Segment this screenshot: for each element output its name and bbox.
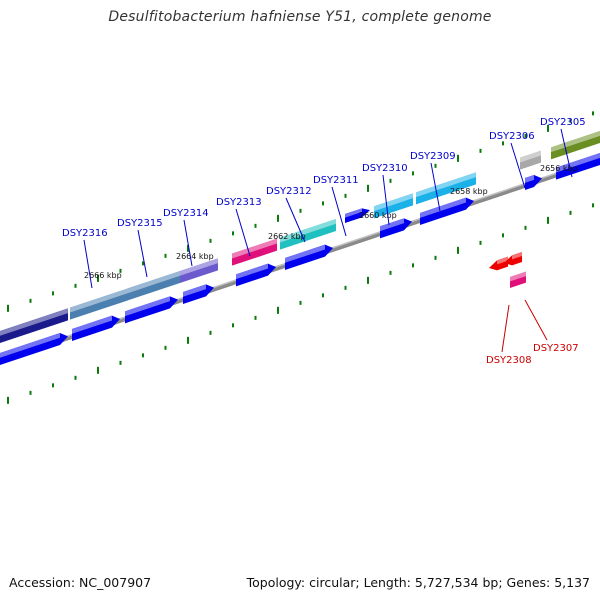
- gene-label-DSY2313: DSY2313: [216, 197, 262, 208]
- gene-DSY2314: [180, 258, 218, 284]
- gene-DSY2308-b: [504, 252, 522, 266]
- cds-6-body: [380, 218, 412, 239]
- gene-DSY2307: [510, 271, 526, 289]
- cds-9-highlight: [556, 153, 600, 173]
- gene-DSY2315: [70, 271, 180, 320]
- gene-DSY2305: [551, 131, 600, 160]
- gene-DSY2307-highlight: [510, 271, 526, 282]
- cds-4: [236, 263, 276, 287]
- cds-7-body: [420, 197, 474, 226]
- leader-DSY2316: [83, 239, 93, 289]
- gene-DSY2315-highlight: [70, 271, 180, 313]
- gene-DSY2313: [232, 238, 277, 266]
- scale-label: 2656 kbp: [540, 164, 578, 173]
- leader-DSY2311: [331, 186, 347, 237]
- cds-2: [125, 296, 178, 324]
- cds-2-highlight: [125, 296, 170, 317]
- gene-label-DSY2314: DSY2314: [163, 208, 209, 219]
- leader-DSY2315: [137, 229, 148, 278]
- cds-3: [183, 284, 214, 305]
- gene-label-DSY2316: DSY2316: [62, 228, 108, 239]
- gene-DSY2312-highlight: [280, 219, 336, 243]
- leader-DSY2308: [501, 304, 510, 353]
- gene-DSY2313-highlight: [232, 238, 277, 259]
- scale-label: 2662 kbp: [268, 232, 306, 241]
- cds-6: [380, 218, 412, 239]
- leader-DSY2313: [235, 208, 251, 257]
- gene-label-DSY2307: DSY2307: [533, 343, 579, 354]
- cds-7-highlight: [420, 197, 466, 218]
- cds-3-body: [183, 284, 214, 305]
- cds-5-body: [285, 244, 333, 271]
- gene-label-DSY2310: DSY2310: [362, 163, 408, 174]
- genome-summary: Topology: circular; Length: 5,727,534 bp…: [246, 575, 590, 590]
- leader-DSY2306: [510, 142, 526, 189]
- cds-5-highlight: [285, 244, 325, 263]
- cds-3-highlight: [183, 284, 206, 297]
- cds-8: [525, 175, 542, 191]
- gene-label-DSY2308: DSY2308: [486, 355, 532, 366]
- cds-4-body: [236, 263, 276, 287]
- cds-2-body: [125, 296, 178, 324]
- gene-label-DSY2312: DSY2312: [266, 186, 312, 197]
- cds-5: [285, 244, 333, 271]
- cds-0: [0, 333, 68, 365]
- gene-DSY2312: [280, 219, 336, 250]
- scale-label: 2664 kbp: [176, 252, 214, 261]
- gene-DSY2314-highlight: [180, 258, 218, 276]
- gene-DSY2310-highlight: [374, 193, 413, 212]
- cds-8-highlight: [525, 175, 534, 183]
- scale-labels: 2666 kbp 2664 kbp 2662 kbp 2660 kbp 2658 kbp…: [84, 164, 578, 280]
- accession-text: Accession: NC_007907: [9, 575, 152, 590]
- cds-0-highlight: [0, 333, 60, 358]
- cds-track: [0, 153, 600, 365]
- scale-label: 2660 kbp: [359, 211, 397, 220]
- leader-DSY2307: [524, 299, 548, 341]
- gene-DSY2309-highlight: [416, 172, 476, 198]
- gene-DSY2310: [374, 193, 413, 219]
- cds-1: [72, 315, 120, 342]
- gene-DSY2311-highlight: [345, 208, 362, 218]
- gene-DSY2306-highlight: [520, 150, 541, 163]
- map-title: Desulfitobacterium hafniense Y51, comple…: [108, 9, 492, 25]
- cds-1-body: [72, 315, 120, 342]
- gene-DSY2316-highlight: [0, 308, 68, 336]
- gene-DSY2305-highlight: [551, 131, 600, 153]
- cds-1-highlight: [72, 315, 112, 334]
- feature-track: [0, 131, 600, 343]
- gene-DSY2308-highlight: [497, 256, 508, 265]
- scale-ticks: [7, 111, 594, 404]
- gene-label-DSY2311: DSY2311: [313, 175, 359, 186]
- gene-DSY2308-b-highlight: [512, 252, 522, 260]
- gene-label-DSY2309: DSY2309: [410, 151, 456, 162]
- scale-label: 2666 kbp: [84, 271, 122, 280]
- leader-DSY2309: [430, 162, 441, 212]
- leader-DSY2312: [285, 197, 306, 243]
- cds-4-highlight: [236, 263, 268, 280]
- gene-DSY2308: [489, 256, 508, 271]
- gene-label-DSY2305: DSY2305: [540, 117, 586, 128]
- gene-DSY2316: [0, 308, 68, 343]
- scale-label: 2658 kbp: [450, 187, 488, 196]
- gene-DSY2311: [345, 208, 370, 224]
- leader-DSY2305: [560, 128, 573, 178]
- gene-label-DSY2306: DSY2306: [489, 131, 535, 142]
- gene-label-DSY2315: DSY2315: [117, 218, 163, 229]
- gene-DSY2309: [416, 172, 476, 205]
- cds-7: [420, 197, 474, 226]
- gene-DSY2306: [520, 150, 541, 170]
- leader-DSY2310: [382, 174, 390, 226]
- cds-6-highlight: [380, 218, 404, 232]
- leader-DSY2314: [183, 219, 193, 267]
- cds-9: [556, 153, 600, 180]
- gene-labels: DSY2316DSY2315DSY2314DSY2313DSY2312DSY23…: [62, 117, 586, 366]
- cds-0-body: [0, 333, 68, 365]
